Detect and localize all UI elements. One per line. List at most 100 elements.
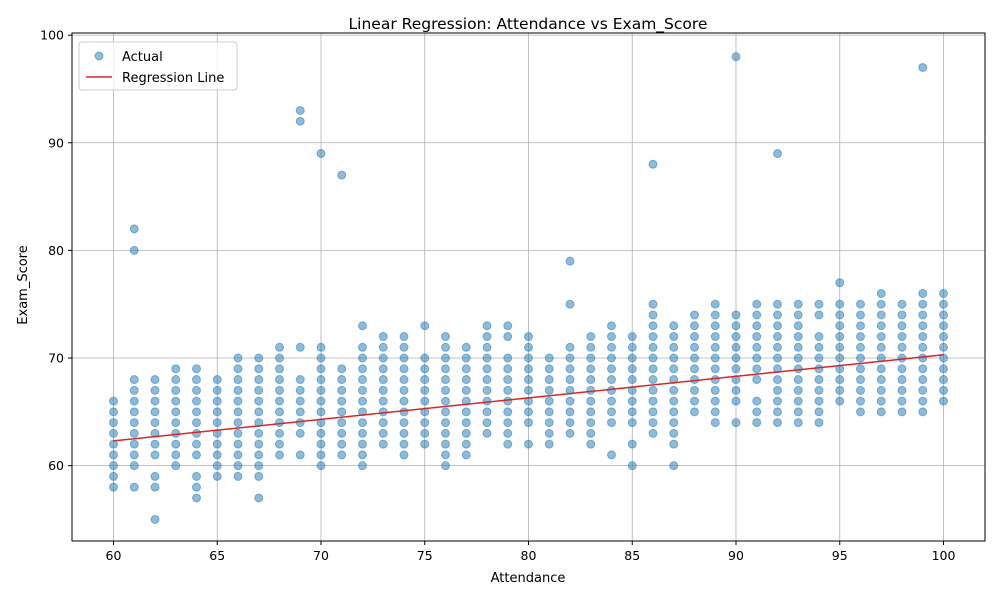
scatter-point — [503, 396, 513, 406]
scatter-point — [876, 407, 886, 417]
scatter-point — [150, 396, 160, 406]
scatter-point — [669, 385, 679, 395]
scatter-point — [212, 385, 222, 395]
scatter-point — [565, 353, 575, 363]
scatter-point — [897, 332, 907, 342]
scatter-point — [814, 364, 824, 374]
scatter-point — [876, 396, 886, 406]
scatter-point — [918, 288, 928, 298]
scatter-point — [212, 461, 222, 471]
x-tick-label: 70 — [313, 548, 329, 563]
scatter-point — [358, 375, 367, 385]
scatter-point — [607, 375, 616, 385]
legend-regression-label: Regression Line — [122, 71, 224, 86]
scatter-point — [233, 450, 243, 460]
scatter-point — [565, 428, 575, 438]
scatter-point — [192, 385, 201, 395]
scatter-point — [109, 396, 118, 406]
scatter-point — [337, 385, 347, 395]
scatter-point — [752, 396, 762, 406]
scatter-point — [710, 332, 720, 342]
scatter-point — [648, 396, 658, 406]
scatter-point — [586, 342, 596, 352]
scatter-point — [316, 428, 326, 438]
scatter-point — [731, 342, 741, 352]
scatter-point — [918, 342, 928, 352]
scatter-point — [856, 364, 865, 374]
scatter-point — [192, 450, 201, 460]
scatter-point — [731, 396, 741, 406]
scatter-point — [524, 396, 533, 406]
scatter-point — [254, 493, 264, 503]
scatter-point — [669, 428, 679, 438]
scatter-point — [544, 396, 554, 406]
scatter-point — [669, 461, 679, 471]
scatter-point — [171, 428, 181, 438]
scatter-point — [524, 353, 533, 363]
scatter-point — [441, 407, 450, 417]
legend-box — [78, 41, 238, 91]
scatter-point — [648, 321, 658, 331]
scatter-point — [316, 418, 326, 428]
scatter-point — [918, 396, 928, 406]
scatter-point — [648, 332, 658, 342]
scatter-point — [358, 364, 367, 374]
scatter-point — [129, 450, 139, 460]
scatter-point — [565, 385, 575, 395]
scatter-point — [461, 407, 471, 417]
scatter-point — [565, 375, 575, 385]
scatter-point — [856, 407, 865, 417]
scatter-point — [233, 407, 243, 417]
scatter-point — [337, 364, 347, 374]
scatter-point — [441, 375, 450, 385]
scatter-point — [212, 375, 222, 385]
scatter-point — [565, 364, 575, 374]
scatter-point — [773, 407, 782, 417]
scatter-point — [399, 353, 409, 363]
scatter-point — [316, 461, 326, 471]
scatter-point — [254, 461, 264, 471]
scatter-point — [337, 428, 347, 438]
scatter-point — [358, 461, 367, 471]
scatter-point — [793, 385, 803, 395]
x-axis-label: Attendance — [491, 571, 566, 586]
scatter-point — [627, 418, 637, 428]
scatter-point — [420, 407, 430, 417]
scatter-point — [710, 375, 720, 385]
scatter-point — [627, 396, 637, 406]
scatter-point — [856, 310, 865, 320]
scatter-point — [835, 396, 845, 406]
scatter-point — [607, 353, 616, 363]
y-tick-label: 80 — [48, 243, 64, 258]
scatter-point — [607, 418, 616, 428]
scatter-point — [835, 310, 845, 320]
scatter-point — [275, 353, 284, 363]
scatter-point — [109, 461, 118, 471]
scatter-point — [524, 439, 533, 449]
scatter-point — [378, 342, 388, 352]
scatter-point — [773, 342, 782, 352]
scatter-point — [150, 418, 160, 428]
scatter-point — [524, 418, 533, 428]
scatter-point — [793, 407, 803, 417]
scatter-point — [918, 299, 928, 309]
scatter-point — [648, 353, 658, 363]
scatter-point — [441, 428, 450, 438]
scatter-point — [254, 353, 264, 363]
scatter-point — [441, 385, 450, 395]
scatter-point — [129, 428, 139, 438]
scatter-point — [150, 375, 160, 385]
scatter-point — [503, 364, 513, 374]
scatter-point — [586, 428, 596, 438]
scatter-point — [752, 310, 762, 320]
scatter-point — [358, 450, 367, 460]
scatter-point — [690, 353, 699, 363]
scatter-point — [192, 439, 201, 449]
scatter-point — [897, 353, 907, 363]
scatter-point — [793, 332, 803, 342]
scatter-point — [254, 428, 264, 438]
scatter-point — [918, 407, 928, 417]
scatter-point — [835, 364, 845, 374]
scatter-point — [627, 439, 637, 449]
